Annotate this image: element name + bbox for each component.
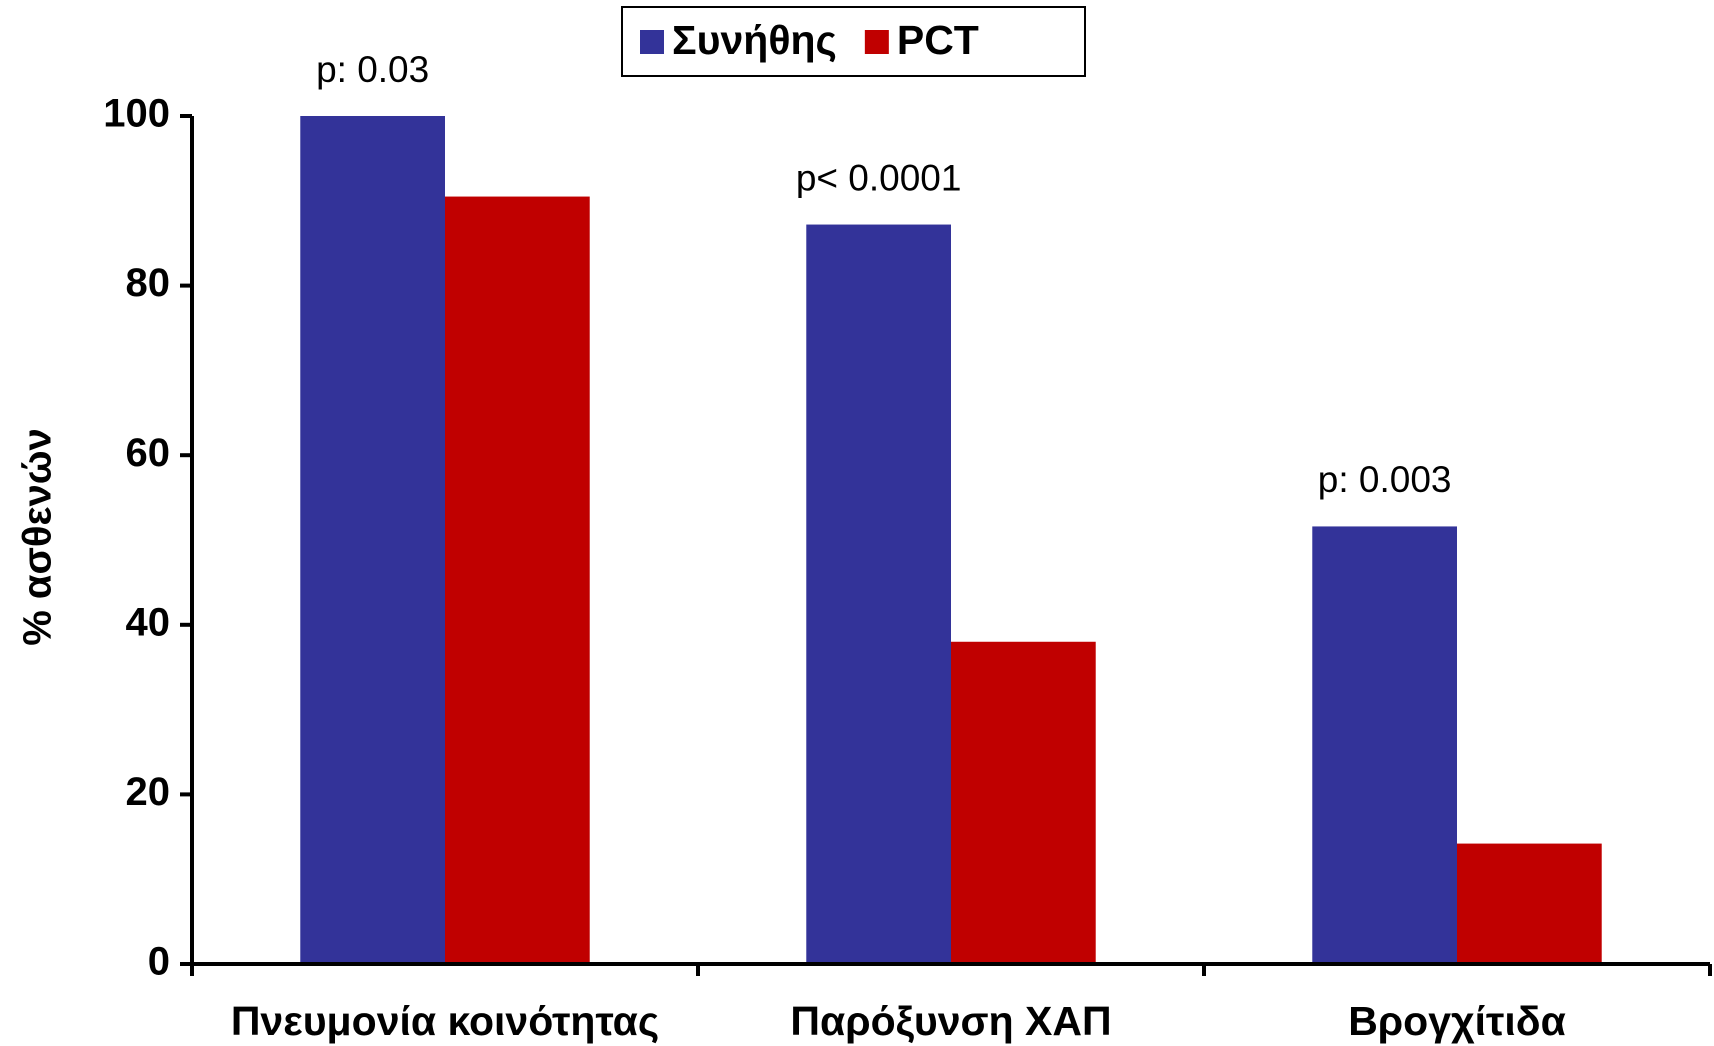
legend-label: Συνήθης	[672, 17, 837, 63]
bar	[1457, 843, 1602, 964]
legend-label: PCT	[897, 17, 979, 63]
x-tick-label: Πνευμονία κοινότητας	[231, 998, 659, 1044]
bar	[1312, 526, 1457, 964]
y-axis-label: % ασθενών	[16, 428, 60, 646]
y-tick-label: 0	[148, 940, 170, 984]
y-tick-label: 60	[126, 431, 171, 475]
x-tick-label: Παρόξυνση ΧΑΠ	[790, 998, 1111, 1044]
annotation: p: 0.003	[1318, 459, 1452, 500]
bar	[300, 116, 445, 964]
y-tick-label: 100	[103, 92, 170, 136]
legend-swatch	[864, 30, 889, 54]
annotation: p: 0.03	[316, 49, 429, 90]
legend-swatch	[640, 30, 664, 54]
y-tick-label: 20	[126, 770, 171, 814]
bar	[951, 641, 1096, 964]
y-tick-label: 80	[126, 261, 171, 305]
y-tick-label: 40	[126, 600, 171, 644]
annotation: p< 0.0001	[796, 157, 962, 198]
bar	[806, 224, 951, 964]
x-tick-label: Βρογχίτιδα	[1348, 998, 1566, 1044]
legend	[621, 6, 1086, 77]
bar	[445, 196, 590, 964]
